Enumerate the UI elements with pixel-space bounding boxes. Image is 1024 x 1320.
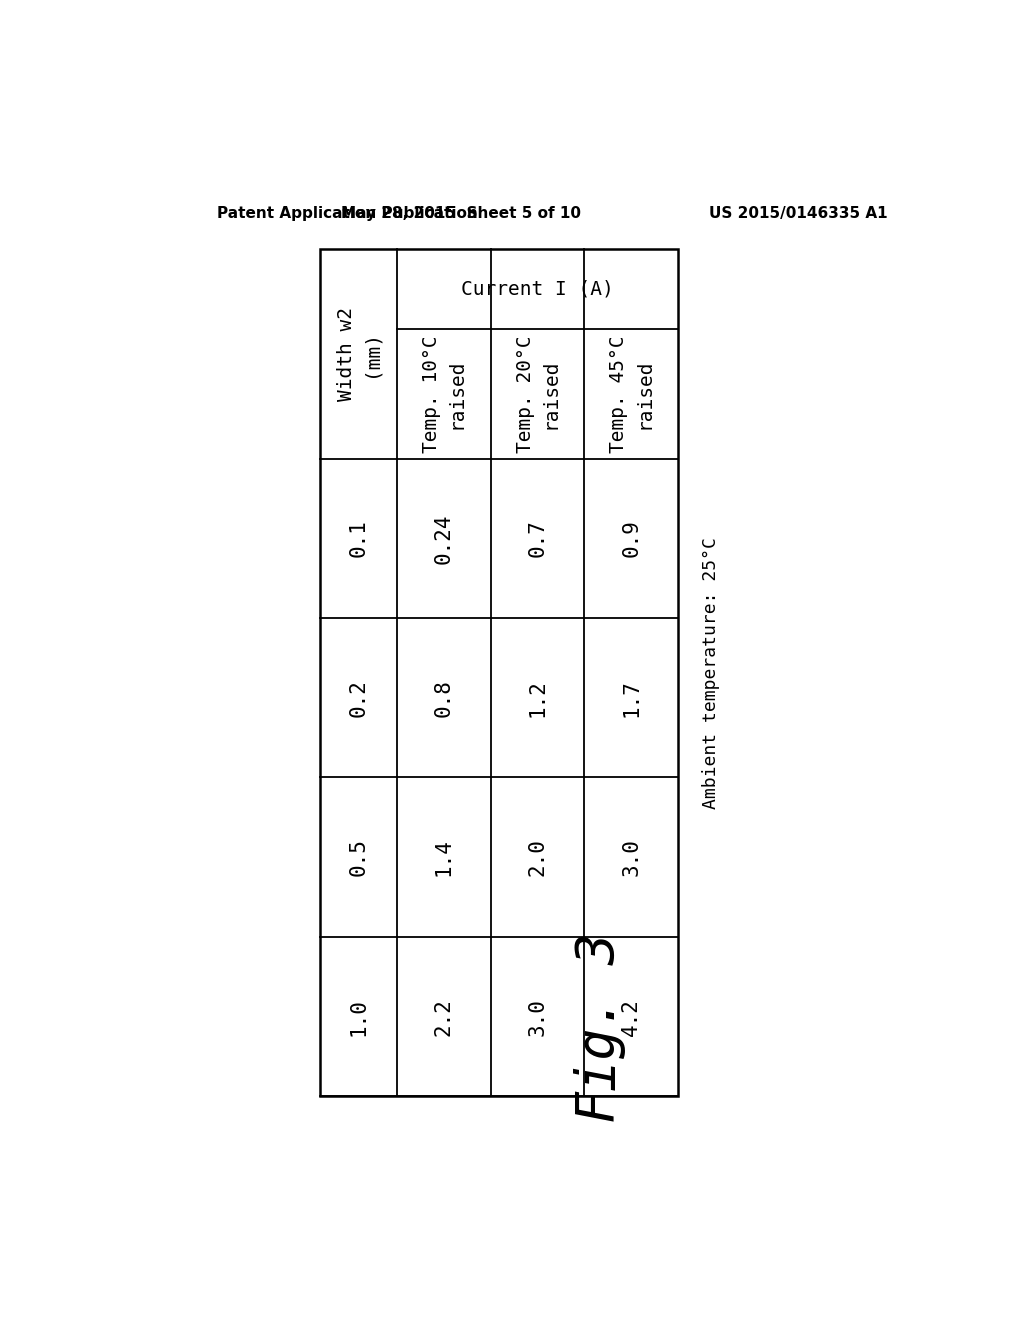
Text: Patent Application Publication: Patent Application Publication: [217, 206, 478, 222]
Text: May 28, 2015  Sheet 5 of 10: May 28, 2015 Sheet 5 of 10: [341, 206, 582, 222]
Text: 2.0: 2.0: [527, 838, 548, 876]
Text: 1.2: 1.2: [527, 678, 548, 717]
Text: Current I (A): Current I (A): [461, 280, 614, 298]
Text: Temp. 10°C
raised: Temp. 10°C raised: [422, 335, 466, 453]
Text: Width w2
(mm): Width w2 (mm): [337, 308, 381, 401]
Text: 0.2: 0.2: [348, 678, 369, 717]
Text: 1.0: 1.0: [348, 998, 369, 1035]
Text: Temp. 20°C
raised: Temp. 20°C raised: [516, 335, 559, 453]
Text: 0.1: 0.1: [348, 520, 369, 557]
Text: 0.9: 0.9: [622, 520, 641, 557]
Text: 4.2: 4.2: [622, 998, 641, 1035]
Text: Fig. 3: Fig. 3: [574, 933, 626, 1123]
Text: 0.7: 0.7: [527, 520, 548, 557]
Text: 0.5: 0.5: [348, 838, 369, 876]
Text: 3.0: 3.0: [622, 838, 641, 876]
Text: US 2015/0146335 A1: US 2015/0146335 A1: [710, 206, 888, 222]
Bar: [321, 249, 678, 1096]
Text: 0.8: 0.8: [434, 678, 454, 717]
Text: 1.7: 1.7: [622, 678, 641, 717]
Text: Ambient temperature: 25°C: Ambient temperature: 25°C: [701, 537, 720, 809]
Text: Temp. 45°C
raised: Temp. 45°C raised: [609, 335, 653, 453]
Text: 1.4: 1.4: [434, 838, 454, 876]
Text: 3.0: 3.0: [527, 998, 548, 1035]
Text: 2.2: 2.2: [434, 998, 454, 1035]
Text: 0.24: 0.24: [434, 513, 454, 564]
